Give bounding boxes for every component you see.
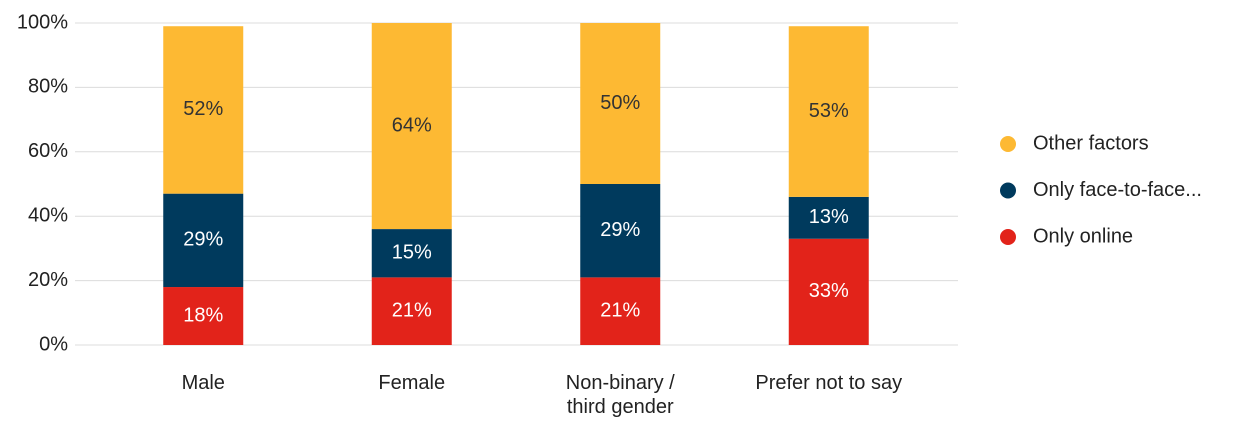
bar-segment	[371, 277, 452, 345]
data-label: 29%	[183, 229, 223, 251]
x-tick-label: Male	[181, 372, 225, 394]
data-label: 53%	[809, 100, 849, 122]
bar-segment	[580, 277, 661, 345]
x-tick-label: Prefer not to say	[755, 372, 903, 394]
y-tick-label: 40%	[28, 204, 68, 226]
x-tick-label: Non-binary / third gender	[565, 372, 675, 418]
data-label: 13%	[809, 206, 849, 228]
bar-segment	[788, 196, 869, 239]
bar-segment	[788, 238, 869, 345]
data-label: 21%	[392, 299, 432, 321]
y-tick-label: 100%	[17, 11, 68, 33]
data-label: 33%	[809, 280, 849, 302]
y-tick-label: 0%	[39, 333, 68, 355]
bar-segment	[163, 287, 244, 345]
bar-segment	[371, 23, 452, 230]
bar-segment	[163, 193, 244, 288]
bar-segment	[163, 26, 244, 194]
legend-label: Other factors	[1033, 132, 1149, 154]
y-tick-label: 20%	[28, 269, 68, 291]
y-tick-label: 80%	[28, 76, 68, 98]
legend-label: Only face-to-face...	[1033, 179, 1202, 201]
bar-segment	[580, 184, 661, 278]
bar-segment	[580, 23, 661, 184]
data-label: 18%	[183, 304, 223, 326]
y-tick-label: 60%	[28, 140, 68, 162]
x-tick-label: Female	[378, 372, 446, 394]
data-label: 50%	[600, 92, 640, 114]
legend-marker	[1000, 229, 1016, 245]
legend-label: Only online	[1033, 225, 1133, 247]
data-label: 52%	[183, 98, 223, 120]
data-label: 64%	[392, 114, 432, 136]
data-label: 29%	[600, 219, 640, 241]
bar-segment	[788, 26, 869, 197]
data-label: 15%	[392, 242, 432, 264]
legend-marker	[1000, 136, 1016, 152]
data-label: 21%	[600, 299, 640, 321]
bar-segment	[371, 229, 452, 278]
legend-marker	[1000, 182, 1016, 199]
